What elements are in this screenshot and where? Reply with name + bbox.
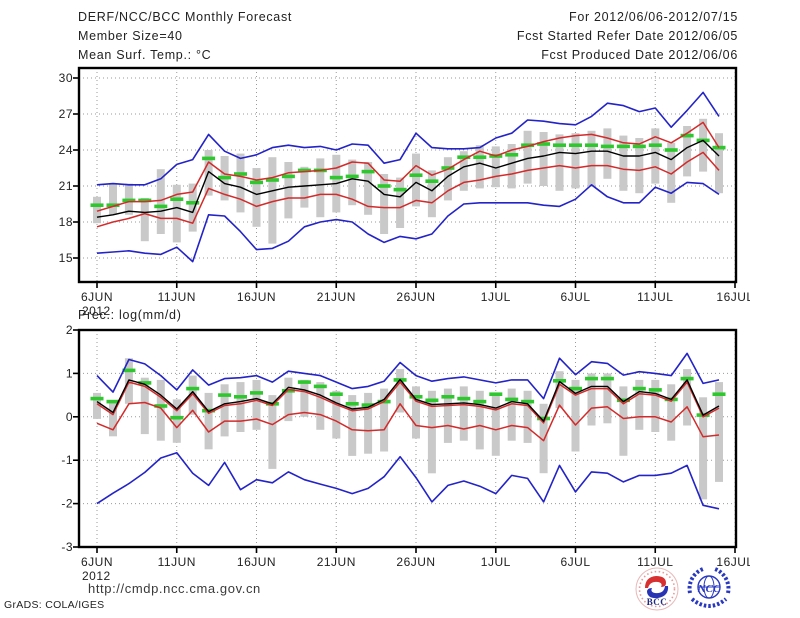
temp-chart-frame xyxy=(77,66,738,284)
svg-text:11JUN: 11JUN xyxy=(158,290,196,304)
temp-chart-ens-max-line xyxy=(96,91,720,186)
temp-panel-title: Mean Surf. Temp.: °C xyxy=(78,48,212,62)
prec-chart-axis-labels: 2 1 0 -1 -2 -3 6JUN 11JUN 16JUN 21JUN 26JUN 1JUL 6JU… xyxy=(61,323,750,582)
svg-text:26JUN: 26JUN xyxy=(396,555,435,569)
produced-date-label: Fcst Produced Date 2012/06/06 xyxy=(541,48,738,62)
svg-text:16JUL: 16JUL xyxy=(716,555,750,569)
svg-text:27: 27 xyxy=(59,107,73,121)
prec-chart-ens-min-line xyxy=(96,452,720,510)
svg-text:6JUN: 6JUN xyxy=(81,290,113,304)
svg-text:2012: 2012 xyxy=(82,569,111,582)
svg-text:1: 1 xyxy=(66,366,73,380)
svg-text:11JUN: 11JUN xyxy=(158,555,196,569)
bcc-logo: BCC xyxy=(635,567,679,611)
svg-text:15: 15 xyxy=(59,251,73,265)
forecast-range-label: For 2012/06/06-2012/07/15 xyxy=(568,10,738,24)
temp-chart-gridlines xyxy=(79,68,736,282)
svg-text:26JUN: 26JUN xyxy=(396,290,435,304)
temp-chart-ens-mean-line xyxy=(96,139,720,218)
svg-text:24: 24 xyxy=(59,143,73,157)
member-size-label: Member Size=40 xyxy=(78,29,183,43)
temp-chart-spread-bars xyxy=(93,118,723,244)
prec-chart-ens-mean-line xyxy=(96,378,720,422)
temp-chart-ens-min-line xyxy=(96,181,720,263)
svg-text:2: 2 xyxy=(66,323,73,337)
svg-text:2012: 2012 xyxy=(82,304,111,318)
bcc-swirl-red xyxy=(645,576,666,588)
temp-chart-obs-dashes xyxy=(90,133,726,209)
svg-text:6JUL: 6JUL xyxy=(560,290,590,304)
svg-text:21JUN: 21JUN xyxy=(317,290,356,304)
svg-text:18: 18 xyxy=(59,215,73,229)
ncc-logo-text: NCC xyxy=(697,583,721,595)
svg-text:1JUL: 1JUL xyxy=(481,290,511,304)
temperature-chart: 30 27 24 21 18 15 6JUN 11JUN 16JUN 21JUN 26JUN 1JUL… xyxy=(59,66,750,318)
precipitation-chart: 2 1 0 -1 -2 -3 6JUN 11JUN 16JUN 21JUN 26JUN 1JUL 6JU… xyxy=(61,323,750,582)
prec-chart-ens-p25-line xyxy=(96,401,720,442)
temp-chart-ens-p25-line xyxy=(96,151,720,228)
bcc-swirl-blue xyxy=(647,586,669,599)
svg-text:16JUN: 16JUN xyxy=(237,290,276,304)
svg-text:6JUL: 6JUL xyxy=(560,555,590,569)
svg-text:30: 30 xyxy=(59,71,73,85)
grads-credit: GrADS: COLA/IGES xyxy=(4,599,105,611)
prec-chart-ens-p75-line xyxy=(96,381,720,424)
ncc-logo: NCC xyxy=(687,567,731,609)
refer-date-label: Fcst Started Refer Date 2012/06/05 xyxy=(516,29,738,43)
prec-chart-ens-max-line xyxy=(96,352,720,400)
svg-text:21: 21 xyxy=(59,179,73,193)
prec-panel-title: Prec.: log(mm/d) xyxy=(78,308,182,322)
logos: BCC NCC xyxy=(635,567,731,611)
temp-chart-ens-p75-line xyxy=(96,121,720,212)
temp-chart-axis-labels: 30 27 24 21 18 15 6JUN 11JUN 16JUN 21JUN 26JUN 1JUL… xyxy=(59,71,750,318)
svg-text:0: 0 xyxy=(66,410,73,424)
svg-text:16JUL: 16JUL xyxy=(716,290,750,304)
svg-text:1JUL: 1JUL xyxy=(481,555,511,569)
source-url: http://cmdp.ncc.cma.gov.cn xyxy=(88,581,261,596)
svg-text:11JUL: 11JUL xyxy=(637,555,673,569)
prec-chart-obs-dashes xyxy=(90,368,726,421)
bcc-logo-text: BCC xyxy=(647,597,668,607)
svg-text:-3: -3 xyxy=(61,540,73,554)
prec-chart-spread-bars xyxy=(93,358,723,500)
svg-text:-2: -2 xyxy=(61,497,73,511)
svg-text:11JUL: 11JUL xyxy=(637,290,673,304)
svg-text:21JUN: 21JUN xyxy=(317,555,356,569)
svg-text:16JUN: 16JUN xyxy=(237,555,276,569)
svg-text:6JUN: 6JUN xyxy=(81,555,113,569)
prec-chart-frame xyxy=(77,328,738,549)
svg-text:-1: -1 xyxy=(61,453,73,467)
page-title: DERF/NCC/BCC Monthly Forecast xyxy=(78,10,293,24)
